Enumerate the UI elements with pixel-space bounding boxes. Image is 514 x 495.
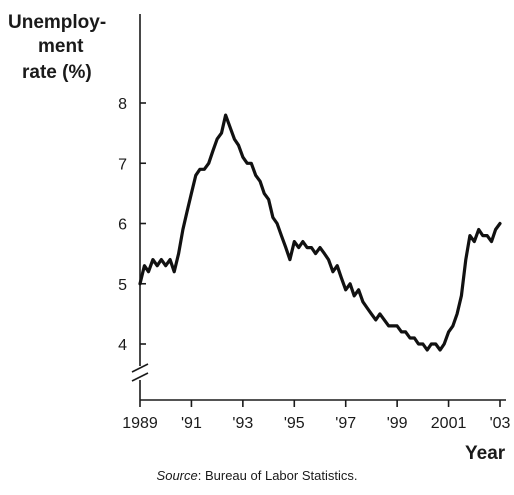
source-note: Source: Bureau of Labor Statistics. <box>0 468 514 483</box>
x-tick-label: 2001 <box>431 415 467 432</box>
y-axis-title-line-1: Unemploy- <box>8 12 106 33</box>
x-tick-label: '91 <box>181 415 202 432</box>
source-prefix: Source <box>156 468 198 483</box>
x-tick-label: '99 <box>387 415 408 432</box>
y-tick-label: 7 <box>118 156 127 173</box>
y-tick-label: 5 <box>118 277 127 294</box>
x-axis-ticks: 1989 '91 '93 '95 '97 '99 2001 '03 <box>122 400 511 432</box>
y-axis-title-line-3: rate (%) <box>22 62 92 83</box>
y-axis-break-marks <box>131 363 149 382</box>
x-tick-label: '95 <box>284 415 305 432</box>
y-axis-title-line-2: ment <box>38 36 84 57</box>
y-tick-label: 6 <box>118 217 127 234</box>
y-axis-ticks: 4 5 6 7 8 <box>118 96 146 354</box>
x-axis-title: Year <box>465 443 506 464</box>
x-tick-label: 1989 <box>122 415 158 432</box>
unemployment-rate-series-line <box>138 113 502 352</box>
unemployment-line-chart: Unemploy- ment rate (%) Year 4 5 6 7 8 1989 '… <box>8 12 511 464</box>
x-tick-label: '97 <box>335 415 356 432</box>
y-tick-label: 4 <box>118 337 127 354</box>
source-text: : Bureau of Labor Statistics. <box>197 468 358 483</box>
y-tick-label: 8 <box>118 96 127 113</box>
x-tick-label: '03 <box>490 415 511 432</box>
series-layer <box>138 113 502 352</box>
x-tick-label: '93 <box>232 415 253 432</box>
